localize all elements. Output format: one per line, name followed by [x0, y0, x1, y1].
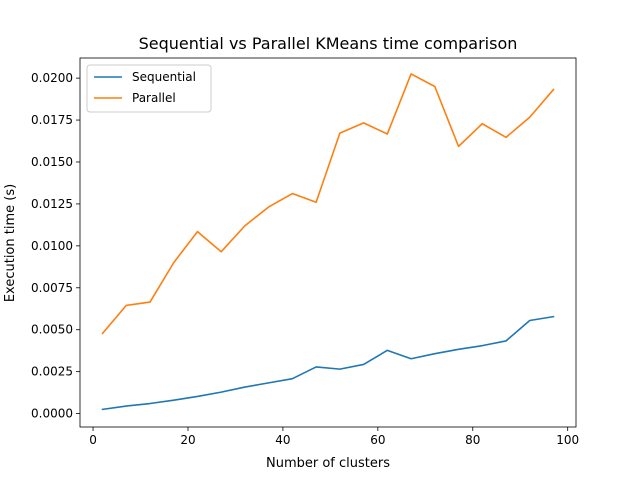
y-tick-label: 0.0050 — [31, 323, 73, 337]
x-tick-label: 80 — [465, 433, 480, 447]
legend-label-1: Parallel — [132, 91, 176, 105]
series-line-1 — [101, 73, 555, 335]
chart-title: Sequential vs Parallel KMeans time compa… — [139, 34, 518, 53]
x-tick-label: 100 — [556, 433, 579, 447]
x-axis-label: Number of clusters — [266, 456, 390, 471]
y-tick-label: 0.0150 — [31, 155, 73, 169]
legend: Sequential Parallel — [86, 64, 212, 113]
y-tick-label: 0.0125 — [31, 197, 73, 211]
x-tick-label: 20 — [180, 433, 195, 447]
axes-layer: 0 20 40 60 80 100 0.0000 0.0025 0.0050 0.0075 0.01… — [31, 57, 579, 447]
series-line-0 — [101, 315, 555, 411]
y-tick-label: 0.0075 — [31, 281, 73, 295]
plot-frame — [79, 57, 577, 428]
y-axis-label: Execution time (s) — [3, 184, 18, 302]
plot-area — [80, 58, 576, 427]
x-tick-label: 40 — [275, 433, 290, 447]
y-tick-label: 0.0025 — [31, 365, 73, 379]
series-layer — [101, 73, 555, 411]
y-tick-label: 0.0000 — [31, 407, 73, 421]
y-tick-label: 0.0175 — [31, 113, 73, 127]
x-tick-label: 0 — [89, 433, 97, 447]
y-tick-label: 0.0200 — [31, 71, 73, 85]
y-tick-label: 0.0100 — [31, 239, 73, 253]
legend-label-0: Sequential — [132, 70, 196, 84]
x-tick-label: 60 — [370, 433, 385, 447]
